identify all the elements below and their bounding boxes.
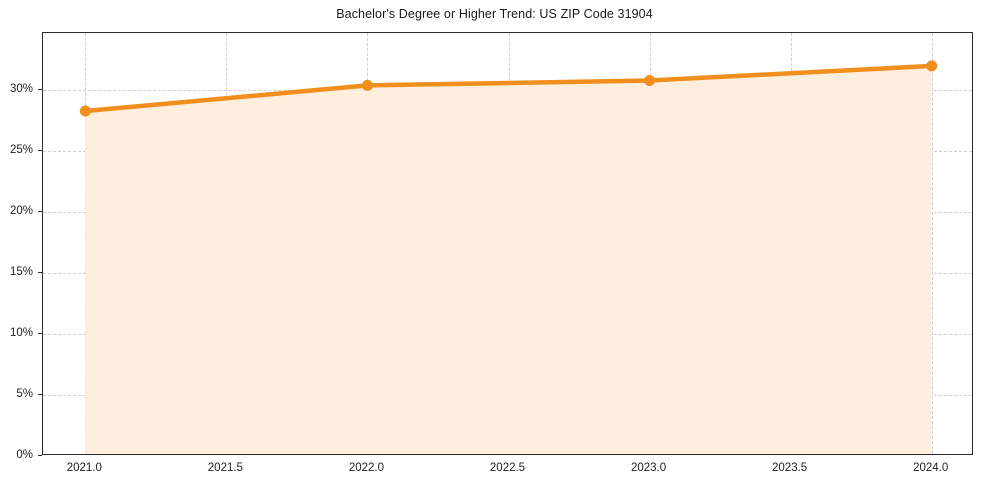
x-axis-tick-label: 2021.5	[207, 462, 243, 474]
y-axis-tick-label: 15%	[9, 266, 33, 279]
y-axis-tick-mark	[38, 211, 42, 213]
x-axis-tick-label: 2022.0	[348, 462, 385, 474]
trend-line	[83, 63, 934, 114]
data-point-marker	[79, 105, 91, 117]
y-axis-tick-label: 10%	[9, 327, 33, 340]
data-point-marker	[644, 75, 656, 87]
data-point-marker	[361, 79, 373, 91]
series-layer	[79, 60, 938, 454]
plot-area	[42, 32, 973, 455]
x-axis-tick-label: 2024.0	[913, 462, 949, 474]
data-point-marker	[926, 60, 938, 72]
area-fill	[85, 65, 932, 454]
y-axis-tick-mark	[38, 89, 42, 91]
y-axis-tick-label: 25%	[9, 144, 33, 157]
y-axis-tick-label: 5%	[16, 388, 33, 401]
y-axis-tick-label: 30%	[9, 83, 33, 96]
data-point-markers	[79, 60, 938, 117]
x-axis-tick-label: 2021.0	[66, 462, 102, 474]
y-axis-tick-mark	[38, 455, 42, 456]
gridline-vertical	[931, 33, 933, 454]
x-axis-tick-label: 2023.5	[772, 462, 808, 474]
y-axis-tick-mark	[38, 333, 42, 335]
y-axis-tick-mark	[38, 150, 42, 152]
y-axis-tick-mark	[38, 272, 42, 274]
x-axis-tick-label: 2023.0	[630, 462, 667, 474]
x-axis-tick-label: 2022.5	[489, 462, 526, 474]
y-axis-tick-label: 20%	[9, 205, 33, 218]
chart-title: Bachelor's Degree or Higher Trend: US ZI…	[336, 7, 653, 21]
y-axis-tick-label: 0%	[16, 449, 33, 461]
y-axis-tick-mark	[38, 394, 42, 396]
